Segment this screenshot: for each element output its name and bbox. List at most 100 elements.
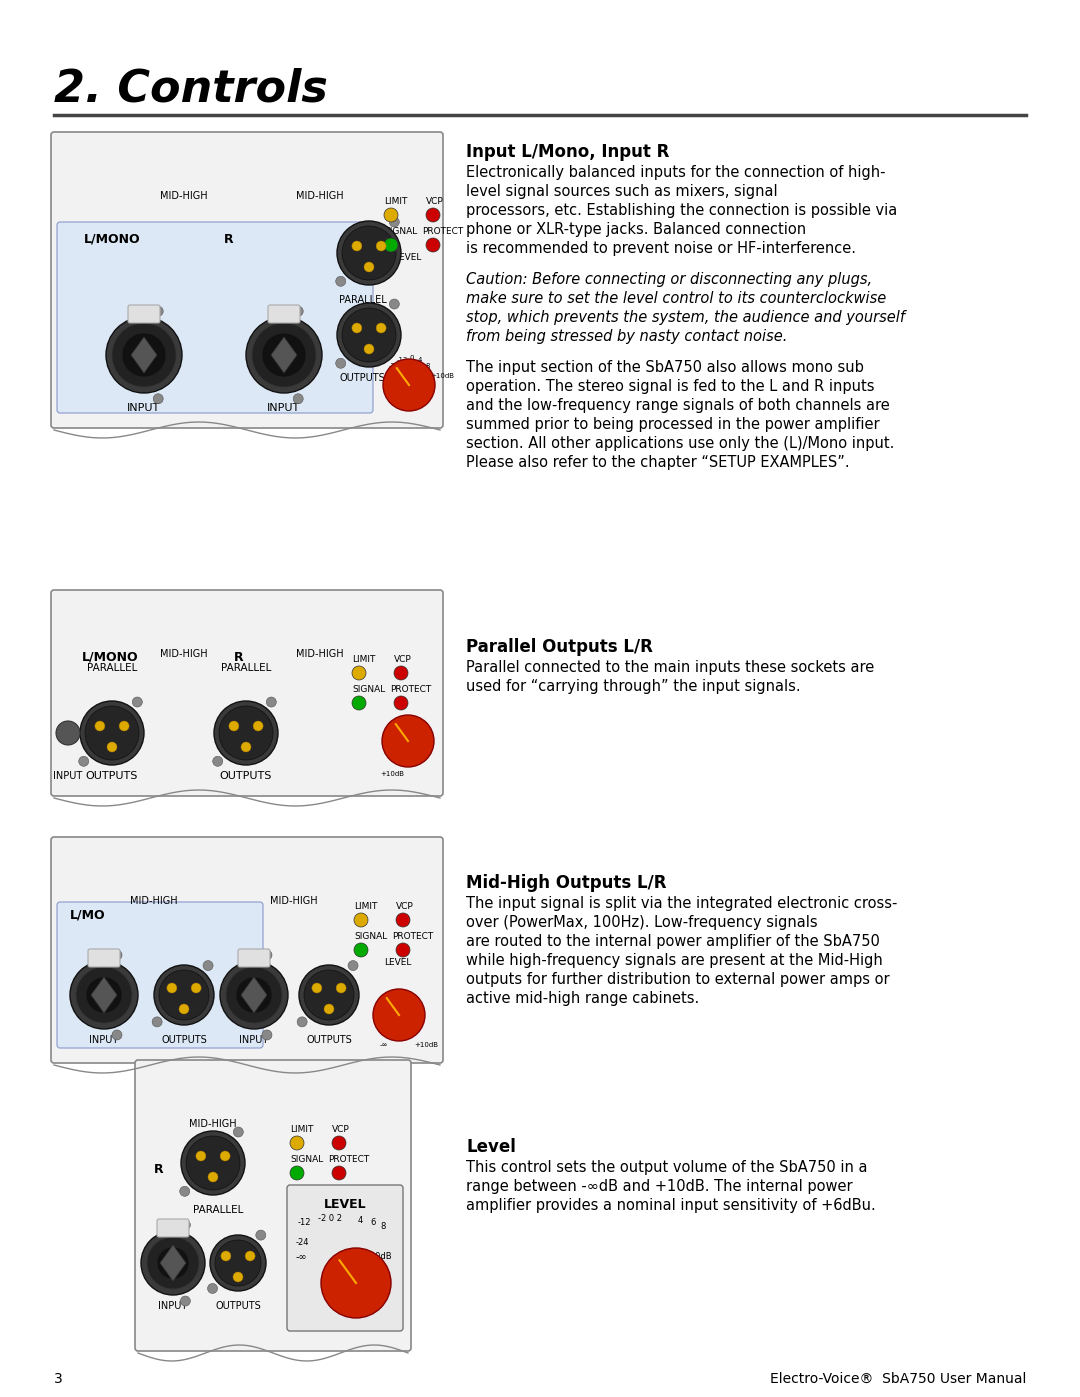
Text: make sure to set the level control to its counterclockwise: make sure to set the level control to it… <box>465 291 887 306</box>
FancyBboxPatch shape <box>305 1065 318 1113</box>
Text: while high-frequency signals are present at the Mid-High: while high-frequency signals are present… <box>465 953 882 968</box>
Text: phone or XLR-type jacks. Balanced connection: phone or XLR-type jacks. Balanced connec… <box>465 222 806 237</box>
FancyBboxPatch shape <box>135 1060 411 1351</box>
Text: level signal sources such as mixers, signal: level signal sources such as mixers, sig… <box>465 184 778 198</box>
Circle shape <box>293 306 303 316</box>
FancyBboxPatch shape <box>57 222 373 414</box>
Text: PROTECT: PROTECT <box>328 1155 369 1164</box>
FancyBboxPatch shape <box>417 137 429 184</box>
Text: OUTPUTS: OUTPUTS <box>220 771 272 781</box>
FancyBboxPatch shape <box>347 595 359 643</box>
FancyBboxPatch shape <box>347 842 359 890</box>
FancyBboxPatch shape <box>291 842 303 890</box>
Circle shape <box>210 1235 266 1291</box>
FancyBboxPatch shape <box>207 1065 219 1113</box>
Text: PROTECT: PROTECT <box>392 932 433 942</box>
Text: is recommended to prevent noise or HF-interference.: is recommended to prevent noise or HF-in… <box>465 242 856 256</box>
FancyBboxPatch shape <box>151 842 163 890</box>
FancyBboxPatch shape <box>249 595 261 643</box>
Circle shape <box>324 1004 334 1014</box>
FancyBboxPatch shape <box>235 595 247 643</box>
Circle shape <box>396 914 410 928</box>
Text: +10dB: +10dB <box>380 771 404 777</box>
Circle shape <box>85 705 139 760</box>
Circle shape <box>332 1166 346 1180</box>
FancyBboxPatch shape <box>221 595 233 643</box>
Text: INPUT: INPUT <box>240 1035 269 1045</box>
Circle shape <box>107 742 117 752</box>
Circle shape <box>207 1284 217 1294</box>
Text: MID-HIGH: MID-HIGH <box>131 895 178 907</box>
Text: section. All other applications use only the (L)/Mono input.: section. All other applications use only… <box>465 436 894 451</box>
FancyBboxPatch shape <box>235 137 247 184</box>
Text: range between -∞dB and +10dB. The internal power: range between -∞dB and +10dB. The intern… <box>465 1179 852 1194</box>
Polygon shape <box>160 1245 186 1281</box>
FancyBboxPatch shape <box>264 1065 275 1113</box>
Circle shape <box>246 317 322 393</box>
Text: Please also refer to the chapter “SETUP EXAMPLES”.: Please also refer to the chapter “SETUP … <box>465 455 850 469</box>
FancyBboxPatch shape <box>361 595 373 643</box>
FancyBboxPatch shape <box>137 842 149 890</box>
FancyBboxPatch shape <box>235 842 247 890</box>
Circle shape <box>337 303 401 367</box>
Circle shape <box>147 1236 199 1289</box>
Circle shape <box>394 666 408 680</box>
Text: OUTPUTS: OUTPUTS <box>306 1035 352 1045</box>
Circle shape <box>384 208 399 222</box>
Circle shape <box>262 950 272 960</box>
Circle shape <box>229 721 239 731</box>
FancyBboxPatch shape <box>319 595 330 643</box>
Circle shape <box>321 1248 391 1317</box>
Circle shape <box>153 306 163 316</box>
Circle shape <box>221 1250 231 1261</box>
Circle shape <box>233 1273 243 1282</box>
Circle shape <box>303 970 354 1020</box>
FancyBboxPatch shape <box>51 590 443 796</box>
Circle shape <box>396 943 410 957</box>
FancyBboxPatch shape <box>151 1065 163 1113</box>
Circle shape <box>241 742 251 752</box>
Text: 0: 0 <box>409 355 415 360</box>
Text: +10dB: +10dB <box>363 1252 392 1261</box>
Circle shape <box>122 332 166 377</box>
Circle shape <box>76 967 132 1023</box>
Circle shape <box>336 983 346 993</box>
Text: R: R <box>224 233 233 246</box>
Circle shape <box>336 277 346 286</box>
Circle shape <box>237 977 272 1013</box>
Circle shape <box>262 1030 272 1039</box>
FancyBboxPatch shape <box>375 842 387 890</box>
FancyBboxPatch shape <box>207 595 219 643</box>
FancyBboxPatch shape <box>305 595 318 643</box>
Circle shape <box>342 307 396 362</box>
Circle shape <box>336 358 346 369</box>
Circle shape <box>119 721 130 731</box>
FancyBboxPatch shape <box>333 137 345 184</box>
FancyBboxPatch shape <box>109 595 121 643</box>
FancyBboxPatch shape <box>291 1065 303 1113</box>
Polygon shape <box>91 977 117 1013</box>
Text: LEVEL: LEVEL <box>394 253 421 263</box>
FancyBboxPatch shape <box>67 137 79 184</box>
Circle shape <box>364 344 374 353</box>
Text: VCP: VCP <box>394 655 411 664</box>
Circle shape <box>342 226 396 279</box>
FancyBboxPatch shape <box>249 842 261 890</box>
Circle shape <box>253 721 264 731</box>
Text: -2 0 2: -2 0 2 <box>318 1214 342 1222</box>
Text: The input section of the SbA750 also allows mono sub: The input section of the SbA750 also all… <box>465 360 864 374</box>
Text: SIGNAL: SIGNAL <box>352 685 386 694</box>
Circle shape <box>179 1186 190 1196</box>
Circle shape <box>180 1220 190 1229</box>
FancyBboxPatch shape <box>51 131 443 427</box>
FancyBboxPatch shape <box>291 137 303 184</box>
Circle shape <box>112 323 176 387</box>
Text: -24: -24 <box>296 1238 310 1248</box>
Text: LIMIT: LIMIT <box>291 1125 313 1134</box>
FancyBboxPatch shape <box>193 595 205 643</box>
Circle shape <box>352 666 366 680</box>
FancyBboxPatch shape <box>389 137 401 184</box>
FancyBboxPatch shape <box>264 595 275 643</box>
FancyBboxPatch shape <box>268 305 300 323</box>
Circle shape <box>213 756 222 767</box>
